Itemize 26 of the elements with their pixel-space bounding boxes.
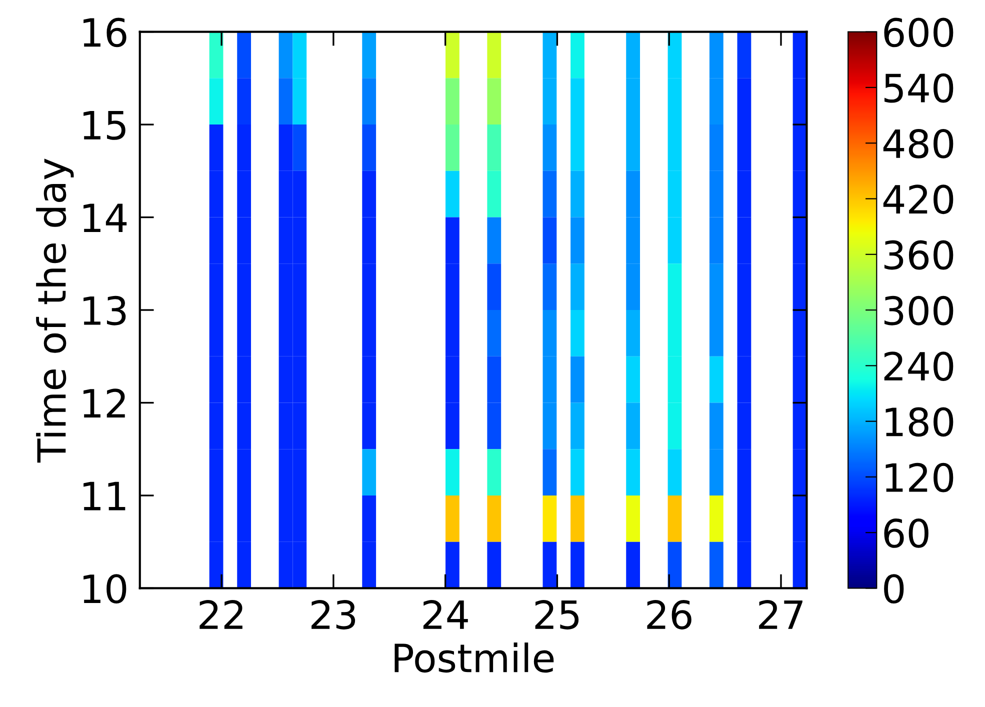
color-bar-label: 360: [884, 240, 954, 270]
y-tick-label: 13: [84, 296, 126, 326]
color-bar-label: 420: [883, 184, 954, 214]
y-axis-title: Time of the day: [36, 158, 74, 463]
y-tick-label: 11: [84, 482, 126, 510]
x-tick-label: 25: [535, 600, 579, 630]
x-tick-label: 23: [312, 600, 356, 630]
color-bar-label: 60: [884, 518, 928, 548]
y-tick-label: 15: [84, 110, 126, 140]
color-bar-label: 600: [884, 18, 954, 48]
x-tick-label: 27: [759, 600, 802, 629]
x-tick-label: 22: [200, 600, 242, 629]
color-bar-label: 540: [884, 73, 954, 103]
y-tick-label: 16: [84, 18, 126, 48]
y-tick-label: 12: [84, 388, 125, 418]
color-bar-label: 120: [886, 462, 954, 492]
color-bar-label: 480: [883, 129, 954, 158]
y-tick-label: 14: [84, 204, 127, 232]
color-bar-label: 300: [884, 296, 954, 326]
x-axis-title: Postmile: [394, 642, 554, 673]
x-tick-label: 24: [423, 600, 468, 629]
y-tick-label: 10: [84, 574, 126, 604]
color-bar-label: 180: [886, 407, 954, 437]
x-tick-label: 26: [647, 600, 692, 630]
color-bar-label: 0: [884, 574, 904, 604]
color-bar-label: 240: [884, 352, 954, 381]
